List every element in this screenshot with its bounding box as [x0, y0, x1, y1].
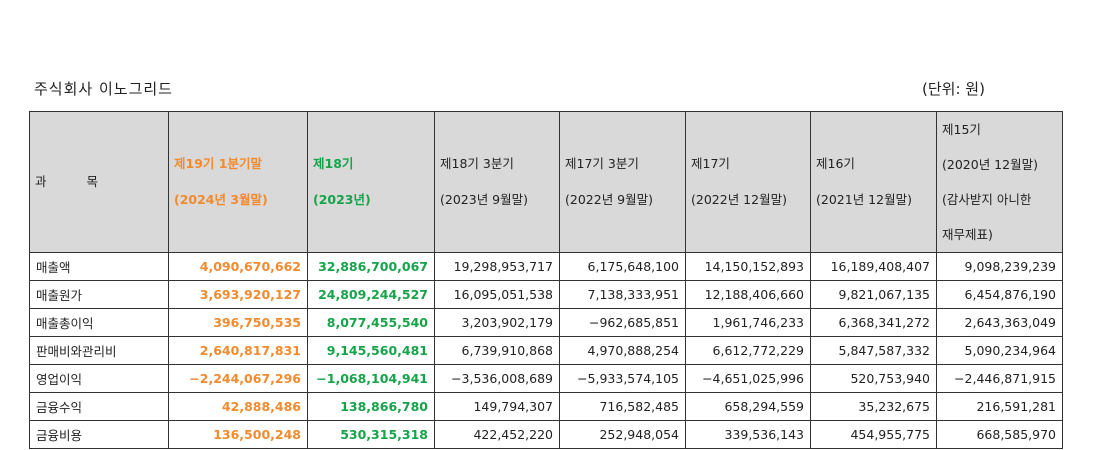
cell-value: 252,948,054: [559, 420, 686, 449]
cell-value: −3,536,008,689: [434, 364, 560, 393]
row-label: 매출액: [29, 252, 169, 281]
header-q3-2023: 제18기 3분기 (2023년 9월말): [434, 111, 560, 253]
cell-value: −1,068,104,941: [307, 364, 435, 393]
header-fy15-period: 제15기: [942, 122, 981, 137]
header-q3-2022-date: (2022년 9월말): [565, 192, 653, 207]
cell-value: 6,368,341,272: [810, 308, 937, 337]
cell-value: 14,150,152,893: [685, 252, 811, 281]
cell-value: 35,232,675: [810, 392, 937, 421]
cell-value: 6,454,876,190: [936, 280, 1063, 309]
cell-value: −4,651,025,996: [685, 364, 811, 393]
cell-value: 16,189,408,407: [810, 252, 937, 281]
table-row: 금융수익 42,888,486 138,866,780 149,794,307 …: [29, 392, 1063, 421]
cell-value: 396,750,535: [168, 308, 308, 337]
header-fy16-date: (2021년 12월말): [816, 192, 912, 207]
header-subject: 과 목: [29, 111, 169, 253]
cell-value: 6,175,648,100: [559, 252, 686, 281]
cell-value: 530,315,318: [307, 420, 435, 449]
cell-value: 7,138,333,951: [559, 280, 686, 309]
header-q1-2024-period: 제19기 1분기말: [174, 156, 262, 171]
cell-value: 716,582,485: [559, 392, 686, 421]
cell-value: −962,685,851: [559, 308, 686, 337]
cell-value: 138,866,780: [307, 392, 435, 421]
cell-value: 42,888,486: [168, 392, 308, 421]
cell-value: 520,753,940: [810, 364, 937, 393]
cell-value: 9,098,239,239: [936, 252, 1063, 281]
row-label: 금융비용: [29, 420, 169, 449]
header-fy18-date: (2023년): [313, 192, 371, 207]
header-fy18: 제18기 (2023년): [307, 111, 435, 253]
table-row: 금융비용 136,500,248 530,315,318 422,452,220…: [29, 420, 1063, 449]
header-fy15: 제15기 (2020년 12월말) (감사받지 아니한 재무제표): [936, 111, 1063, 253]
header-fy16: 제16기 (2021년 12월말): [810, 111, 937, 253]
cell-value: −5,933,574,105: [559, 364, 686, 393]
cell-value: 136,500,248: [168, 420, 308, 449]
header-fy17: 제17기 (2022년 12월말): [685, 111, 811, 253]
financial-table: 과 목 제19기 1분기말 (2024년 3월말) 제18기 (2023년) 제…: [29, 111, 1063, 449]
cell-value: 19,298,953,717: [434, 252, 560, 281]
header-q3-2022: 제17기 3분기 (2022년 9월말): [559, 111, 686, 253]
header-q1-2024-date: (2024년 3월말): [174, 192, 268, 207]
cell-value: 149,794,307: [434, 392, 560, 421]
row-label: 금융수익: [29, 392, 169, 421]
header-q3-2023-date: (2023년 9월말): [440, 192, 528, 207]
cell-value: 24,809,244,527: [307, 280, 435, 309]
row-label: 매출원가: [29, 280, 169, 309]
cell-value: 6,739,910,868: [434, 336, 560, 365]
header-q1-2024: 제19기 1분기말 (2024년 3월말): [168, 111, 308, 253]
header-fy18-period: 제18기: [313, 156, 354, 171]
cell-value: 216,591,281: [936, 392, 1063, 421]
cell-value: 339,536,143: [685, 420, 811, 449]
table-row: 매출액 4,090,670,662 32,886,700,067 19,298,…: [29, 252, 1063, 281]
cell-value: 2,643,363,049: [936, 308, 1063, 337]
cell-value: −2,244,067,296: [168, 364, 308, 393]
header-fy15-note2: 재무제표): [942, 227, 993, 242]
cell-value: 32,886,700,067: [307, 252, 435, 281]
header-fy17-date: (2022년 12월말): [691, 192, 787, 207]
cell-value: 668,585,970: [936, 420, 1063, 449]
cell-value: 1,961,746,233: [685, 308, 811, 337]
cell-value: 5,847,587,332: [810, 336, 937, 365]
cell-value: 454,955,775: [810, 420, 937, 449]
cell-value: −2,446,871,915: [936, 364, 1063, 393]
company-name: 주식회사 이노그리드: [34, 80, 173, 98]
unit-label: (단위: 원): [922, 80, 985, 98]
table-row: 영업이익 −2,244,067,296 −1,068,104,941 −3,53…: [29, 364, 1063, 393]
cell-value: 6,612,772,229: [685, 336, 811, 365]
row-label: 매출총이익: [29, 308, 169, 337]
header-fy15-note: (감사받지 아니한: [942, 192, 1032, 207]
cell-value: 4,090,670,662: [168, 252, 308, 281]
cell-value: 3,693,920,127: [168, 280, 308, 309]
header-fy15-date: (2020년 12월말): [942, 157, 1038, 172]
header-q3-2023-period: 제18기 3분기: [440, 156, 514, 171]
table-row: 매출원가 3,693,920,127 24,809,244,527 16,095…: [29, 280, 1063, 309]
table-row: 판매비와관리비 2,640,817,831 9,145,560,481 6,73…: [29, 336, 1063, 365]
cell-value: 16,095,051,538: [434, 280, 560, 309]
cell-value: 4,970,888,254: [559, 336, 686, 365]
table-row: 매출총이익 396,750,535 8,077,455,540 3,203,90…: [29, 308, 1063, 337]
header-row: 과 목 제19기 1분기말 (2024년 3월말) 제18기 (2023년) 제…: [29, 111, 1063, 253]
header-q3-2022-period: 제17기 3분기: [565, 156, 639, 171]
cell-value: 3,203,902,179: [434, 308, 560, 337]
header-fy17-period: 제17기: [691, 156, 730, 171]
cell-value: 422,452,220: [434, 420, 560, 449]
cell-value: 8,077,455,540: [307, 308, 435, 337]
cell-value: 2,640,817,831: [168, 336, 308, 365]
row-label: 판매비와관리비: [29, 336, 169, 365]
cell-value: 658,294,559: [685, 392, 811, 421]
row-label: 영업이익: [29, 364, 169, 393]
cell-value: 5,090,234,964: [936, 336, 1063, 365]
cell-value: 12,188,406,660: [685, 280, 811, 309]
cell-value: 9,145,560,481: [307, 336, 435, 365]
cell-value: 9,821,067,135: [810, 280, 937, 309]
header-fy16-period: 제16기: [816, 156, 855, 171]
